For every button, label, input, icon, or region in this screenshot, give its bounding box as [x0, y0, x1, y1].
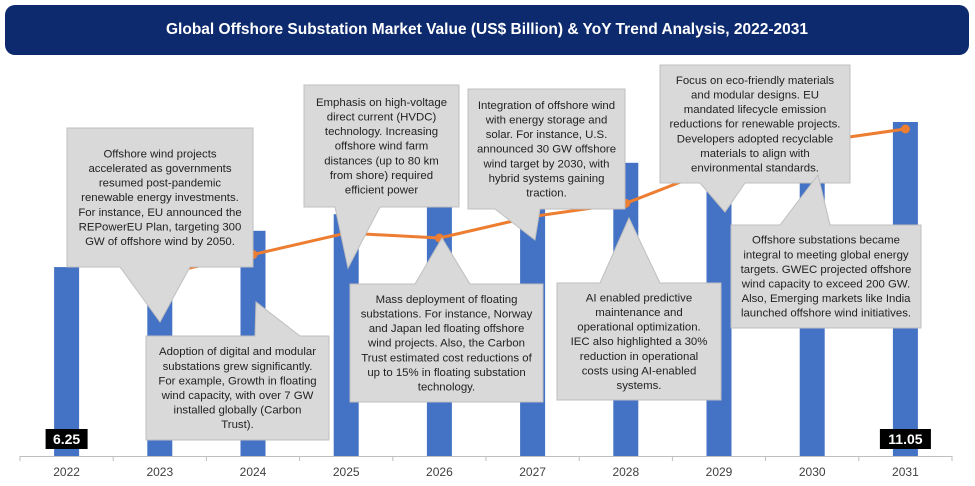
- callout-box: [145, 301, 330, 441]
- callout-line: For example, Growth in floating: [158, 375, 316, 387]
- callout-line: wind projects. Also, the Carbon: [367, 338, 525, 350]
- callout-line: renewable energy investments.: [81, 192, 239, 204]
- callout-line: and Japan led floating offshore: [369, 323, 525, 335]
- callout-2026: Mass deployment of floating substations. …: [349, 237, 544, 403]
- callout-line: AI enabled predictive: [586, 292, 692, 304]
- callout-2029: Focus on eco-friendly materials and modul…: [659, 64, 851, 213]
- x-tick-label-2023: 2023: [146, 465, 173, 479]
- callout-line: targets. GWEC projected offshore: [741, 264, 912, 276]
- callout-box: [349, 237, 544, 403]
- callout-line: For instance, EU announced the: [78, 207, 241, 219]
- callout-line: REPowerEU Plan, targeting 300: [79, 221, 242, 233]
- callout-line: reduction in operational: [580, 351, 698, 363]
- x-tick-label-2030: 2030: [799, 465, 826, 479]
- callout-line: and modular designs. EU: [691, 90, 819, 102]
- data-label-box: [45, 429, 88, 449]
- data-label-box: [879, 429, 931, 449]
- x-tick-label-2024: 2024: [240, 465, 267, 479]
- callout-2030: Offshore substations became integral to m…: [730, 173, 922, 329]
- bar-2022: [54, 267, 80, 456]
- callout-line: from shore) required: [330, 170, 433, 182]
- callout-line: announced 30 GW offshore: [477, 144, 616, 156]
- callout-box: [659, 64, 851, 213]
- callout-line: costs using AI-enabled: [582, 365, 697, 377]
- callout-line: Offshore substations became: [752, 235, 900, 247]
- callout-line: installed globally (Carbon: [174, 405, 302, 417]
- callout-2025: Emphasis on high-voltage direct current (…: [303, 84, 460, 270]
- callout-line: substations grew significantly.: [163, 361, 313, 373]
- callout-line: Trust estimated cost reductions of: [361, 352, 532, 364]
- callout-line: reductions for renewable projects.: [670, 119, 841, 131]
- callout-line: maintenance and: [595, 307, 682, 319]
- callout-line: resumed post-pandemic: [99, 178, 221, 190]
- callout-line: substations. For instance, Norway: [361, 309, 533, 321]
- callout-line: Also, Emerging markets like India: [741, 293, 911, 305]
- x-tick-label-2028: 2028: [612, 465, 639, 479]
- callout-line: mandated lifecycle emission: [684, 104, 826, 116]
- callout-line: direct current (HVDC): [327, 112, 437, 124]
- callout-line: IEC also highlighted a 30%: [571, 336, 708, 348]
- x-tick-label-2022: 2022: [53, 465, 80, 479]
- x-axis: 2022 2023 2024 2025 2026 2027 2028 2029 2030 2031: [19, 456, 953, 479]
- callout-line: environmental standards.: [691, 163, 819, 175]
- callout-box: [467, 88, 626, 241]
- callout-line: Offshore wind projects: [103, 148, 216, 160]
- callout-line: materials to align with: [700, 148, 810, 160]
- callout-line: wind capacity to exceed 200 GW.: [741, 279, 910, 291]
- chart-title: Global Offshore Substation Market Value …: [165, 21, 808, 38]
- callout-line: technology.: [418, 382, 475, 394]
- callout-line: accelerated as governments: [88, 163, 231, 175]
- callout-line: with energy storage and: [485, 115, 608, 127]
- callout-line: Adoption of digital and modular: [159, 346, 316, 358]
- callout-line: GW of offshore wind by 2050.: [85, 236, 235, 248]
- chart-title-bar: Global Offshore Substation Market Value …: [5, 5, 969, 55]
- x-tick-label-2027: 2027: [519, 465, 546, 479]
- data-label-2022: 6.25: [45, 429, 88, 449]
- callout-line: Integration of offshore wind: [478, 100, 615, 112]
- x-tick-label-2026: 2026: [426, 465, 453, 479]
- data-label-2031: 11.05: [879, 429, 931, 449]
- x-tick-label-2025: 2025: [333, 465, 360, 479]
- callout-line: launched offshore wind initiatives.: [741, 308, 911, 320]
- callout-line: wind capacity, with over 7 GW: [161, 390, 314, 402]
- x-tick-label-2031: 2031: [892, 465, 919, 479]
- data-label-text: 6.25: [53, 431, 80, 447]
- callout-box: [303, 84, 460, 270]
- callout-line: Mass deployment of floating: [376, 294, 518, 306]
- callout-line: Developers adopted recyclable: [677, 133, 833, 145]
- callout-line: solar. For instance, U.S.: [486, 129, 608, 141]
- callout-line: up to 15% in floating substation: [367, 367, 525, 379]
- callout-line: Emphasis on high-voltage: [316, 97, 447, 109]
- callout-2023: Offshore wind projects accelerated as gov…: [66, 127, 254, 323]
- callout-2028: AI enabled predictive maintenance and oper…: [556, 216, 722, 401]
- data-label-text: 11.05: [888, 431, 922, 447]
- callout-line: integral to meeting global energy: [743, 249, 909, 261]
- trend-point-2031: [900, 124, 910, 134]
- callout-line: distances (up to 80 km: [324, 155, 439, 167]
- callout-box: [730, 173, 922, 329]
- callout-2027: Integration of offshore wind with energy …: [467, 88, 626, 241]
- callout-layer: Offshore wind projects accelerated as gov…: [66, 64, 922, 441]
- callout-2024: Adoption of digital and modular substatio…: [145, 301, 330, 441]
- callout-line: Trust).: [221, 419, 253, 431]
- callout-box: [66, 127, 254, 323]
- x-tick-label-2029: 2029: [706, 465, 733, 479]
- callout-line: hybrid systems gaining: [489, 173, 605, 185]
- callout-line: Focus on eco-friendly materials: [676, 75, 835, 87]
- callout-box: [556, 216, 722, 401]
- callout-line: technology. Increasing: [325, 126, 438, 138]
- callout-line: systems.: [617, 380, 662, 392]
- callout-line: wind target by 2030, with: [482, 158, 609, 170]
- callout-line: offshore wind farm: [335, 141, 429, 153]
- callout-line: operational optimization.: [577, 322, 700, 334]
- callout-line: efficient power: [345, 185, 418, 197]
- callout-line: traction.: [526, 188, 567, 200]
